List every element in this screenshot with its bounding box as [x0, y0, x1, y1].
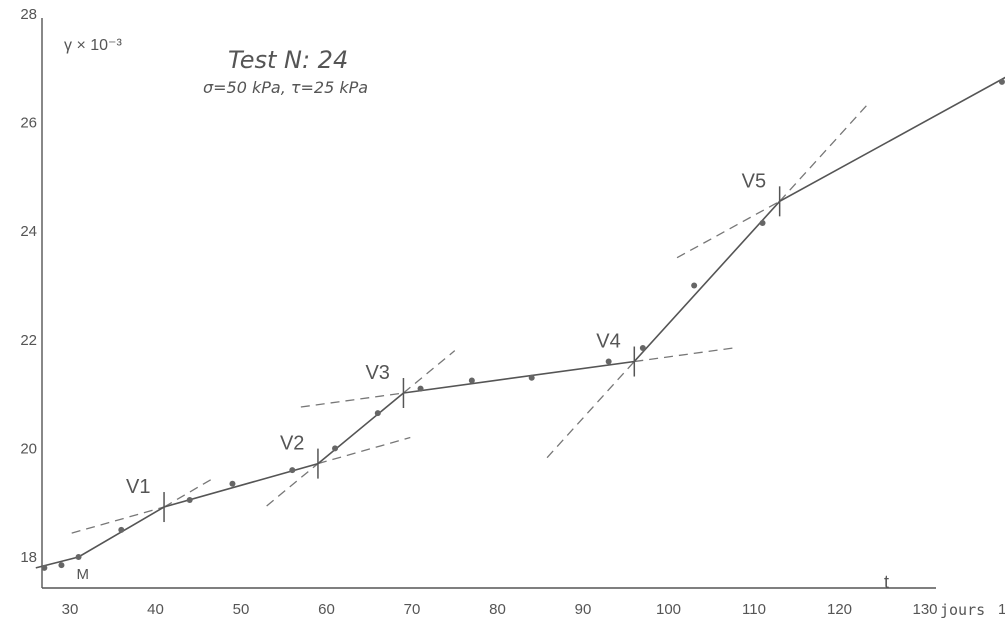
y-tick-label-2: 22: [20, 332, 37, 349]
x-tick-label-3: 60: [318, 601, 335, 618]
data-point-3: [118, 526, 125, 533]
data-point-16: [998, 78, 1005, 85]
axes: [41, 18, 936, 589]
x-axis-label: t: [884, 572, 889, 592]
tangent-dash: [676, 200, 780, 259]
y-tick-label-4: 26: [20, 115, 37, 132]
chart-subtitle: σ=50 kPa, τ=25 kPa: [203, 78, 368, 97]
data-point-11: [528, 374, 535, 381]
y-axis-label: γ × 10⁻³: [64, 37, 122, 54]
y-tick-label-3: 24: [20, 223, 37, 240]
tangent-dash: [317, 436, 411, 465]
x-tick-label-5: 80: [489, 601, 506, 618]
data-point-12: [605, 358, 612, 365]
tangent-dash: [403, 350, 456, 394]
data-point-0: [41, 564, 48, 571]
breakpoint-label-3: V3: [365, 362, 389, 384]
data-point-6: [289, 467, 296, 474]
x-tick-label-7: 100: [656, 601, 681, 618]
breakpoint-label-2: V2: [280, 433, 304, 455]
y-tick-label-1: 20: [20, 440, 37, 457]
data-point-9: [417, 385, 424, 392]
breakpoint-label-1: V1: [126, 476, 150, 498]
data-point-14: [691, 282, 698, 289]
x-tick-label-2: 50: [233, 601, 250, 618]
tangent-dash: [71, 506, 165, 534]
x-tick-label-6: 90: [575, 601, 592, 618]
chart-title: Test N: 24: [228, 46, 348, 74]
tangent-dash: [266, 463, 319, 507]
y-tick-label-0: 18: [20, 549, 37, 566]
data-point-4: [186, 496, 193, 503]
data-point-5: [229, 480, 236, 487]
x-tick-label-1: 40: [147, 601, 164, 618]
x-tick-label-4: 70: [404, 601, 421, 618]
tangent-dash: [300, 392, 404, 408]
data-point-2: [75, 554, 82, 560]
data-point-8: [374, 410, 381, 417]
breakpoint-label-5: V5: [742, 170, 766, 192]
breakpoints: V1 V2 V3 V4 V5 M: [77, 170, 781, 583]
data-point-15: [759, 220, 766, 227]
x-tick-label-11: 140: [998, 601, 1005, 618]
x-tick-label-9: 120: [827, 601, 852, 618]
data-point-1: [58, 562, 65, 569]
tangent-dash: [779, 104, 868, 202]
data-point-7: [332, 445, 339, 452]
x-tick-label-8: 110: [742, 601, 766, 618]
tangent-dash: [163, 476, 216, 508]
x-tick-label-0: 30: [62, 601, 79, 618]
y-tick-label-5: 28: [20, 6, 37, 23]
tangent-lines: [71, 104, 868, 534]
data-point-10: [468, 377, 475, 384]
data-point-13: [639, 344, 646, 351]
tangent-dash: [634, 346, 737, 363]
fit-line-group: [35, 76, 1005, 569]
breakpoint-label-4: V4: [596, 331, 620, 353]
x-tick-label-10: 130: [912, 601, 937, 618]
tangent-dash: [546, 361, 635, 459]
fit-line: [35, 76, 1005, 569]
x-axis-unit: jours: [940, 601, 985, 619]
tick-labels: 3040506070809010011012013014015018202224…: [20, 6, 1005, 618]
data-points: [41, 78, 1005, 571]
point-label-m: M: [77, 566, 90, 583]
